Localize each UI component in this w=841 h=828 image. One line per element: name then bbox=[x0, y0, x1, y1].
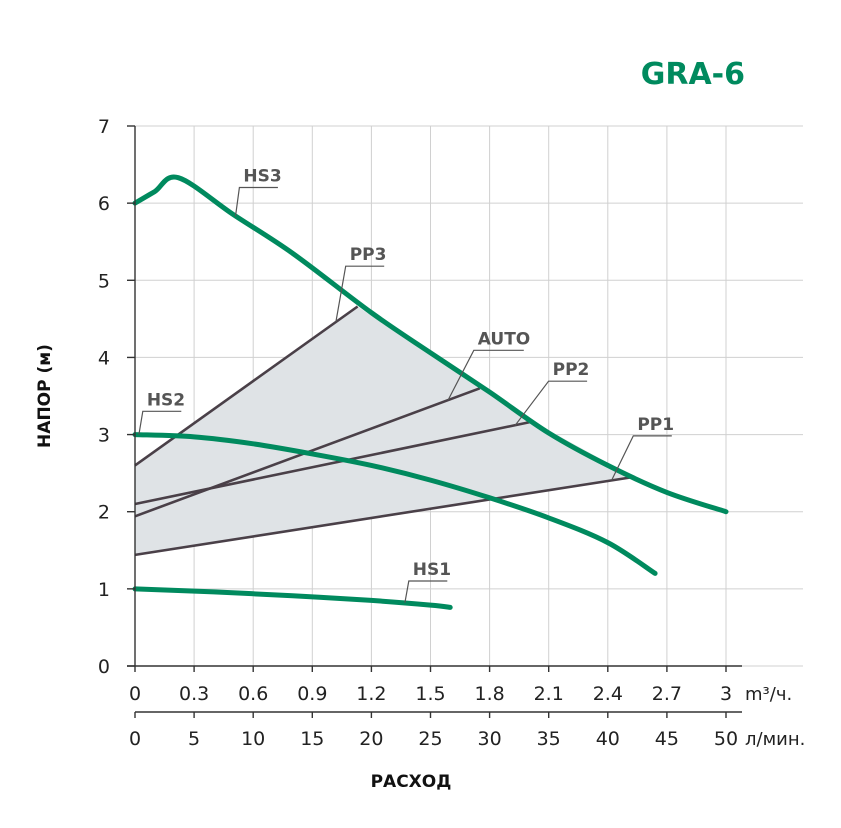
label-pp1: PP1 bbox=[637, 415, 674, 435]
label-pp1-leader bbox=[611, 435, 672, 481]
x-tick-label: 1.5 bbox=[415, 683, 445, 705]
x2-tick-label: 40 bbox=[596, 728, 620, 750]
x2-unit-label: л/мин. bbox=[745, 729, 805, 750]
x2-tick-label: 15 bbox=[300, 728, 324, 750]
x2-tick-label: 0 bbox=[129, 728, 141, 750]
x-tick-label: 1.8 bbox=[474, 683, 504, 705]
y-axis-title: НАПОР (м) bbox=[35, 344, 55, 448]
axes: 0 0.3 0.6 0.9 1.2 1.5 1.8 2.1 2.4 2.7 30 5 10 15 20 25 3… bbox=[98, 116, 742, 750]
label-hs1: HS1 bbox=[413, 560, 451, 580]
y-tick-label: 7 bbox=[98, 116, 110, 138]
x2-tick-label: 25 bbox=[418, 728, 442, 750]
x2-tick-label: 35 bbox=[537, 728, 561, 750]
series-hs2 bbox=[132, 432, 658, 576]
x2-tick-label: 5 bbox=[188, 728, 200, 750]
chart-title: GRA-6 bbox=[641, 57, 745, 92]
y-tick-label: 4 bbox=[98, 347, 110, 369]
performance-curves bbox=[132, 174, 729, 610]
x-tick-label: 2.4 bbox=[593, 683, 623, 705]
series-hs1 bbox=[132, 586, 453, 610]
y-tick-label: 5 bbox=[98, 270, 110, 292]
label-hs3-leader bbox=[234, 186, 278, 217]
label-hs2-leader bbox=[138, 410, 182, 435]
label-hs2: HS2 bbox=[147, 390, 185, 410]
label-pp3: PP3 bbox=[350, 245, 387, 265]
x-axis-title: РАСХОД bbox=[371, 772, 452, 792]
x2-tick-label: 20 bbox=[359, 728, 383, 750]
x2-tick-label: 10 bbox=[241, 728, 265, 750]
curve-labels: HS3 PP3 AUTO PP2 PP1 HS2 HS1 bbox=[138, 167, 674, 603]
operating-region bbox=[135, 306, 634, 555]
label-auto: AUTO bbox=[478, 329, 531, 349]
label-pp2-leader bbox=[514, 380, 588, 426]
y-tick-label: 6 bbox=[98, 193, 110, 215]
label-hs1-leader bbox=[404, 580, 448, 603]
x-tick-label: 1.2 bbox=[356, 683, 386, 705]
x-tick-label: 0.3 bbox=[179, 683, 209, 705]
x-tick-label: 0.6 bbox=[238, 683, 268, 705]
label-pp3-leader bbox=[335, 265, 385, 323]
x-tick-label: 2.7 bbox=[652, 683, 682, 705]
y-tick-label: 3 bbox=[98, 425, 110, 447]
x2-tick-label: 50 bbox=[714, 728, 738, 750]
x-tick-label: 3 bbox=[720, 683, 732, 705]
x-tick-label: 0.9 bbox=[297, 683, 327, 705]
y-tick-label: 2 bbox=[98, 502, 110, 524]
label-pp2: PP2 bbox=[553, 360, 590, 380]
x-tick-label: 0 bbox=[129, 683, 141, 705]
operating-region-fill bbox=[135, 306, 634, 555]
x2-tick-label: 45 bbox=[655, 728, 679, 750]
series-pp3 bbox=[134, 305, 359, 467]
x-tick-label: 2.1 bbox=[534, 683, 564, 705]
y-tick-label: 1 bbox=[98, 579, 110, 601]
series-pp1 bbox=[134, 475, 634, 557]
y-tick-label: 0 bbox=[98, 656, 110, 678]
label-hs3: HS3 bbox=[243, 167, 281, 187]
series-pp2 bbox=[134, 420, 534, 506]
x2-tick-label: 30 bbox=[478, 728, 502, 750]
x-unit-label: m³/ч. bbox=[745, 684, 792, 705]
label-auto-leader bbox=[447, 349, 524, 401]
series-hs3 bbox=[132, 174, 729, 515]
